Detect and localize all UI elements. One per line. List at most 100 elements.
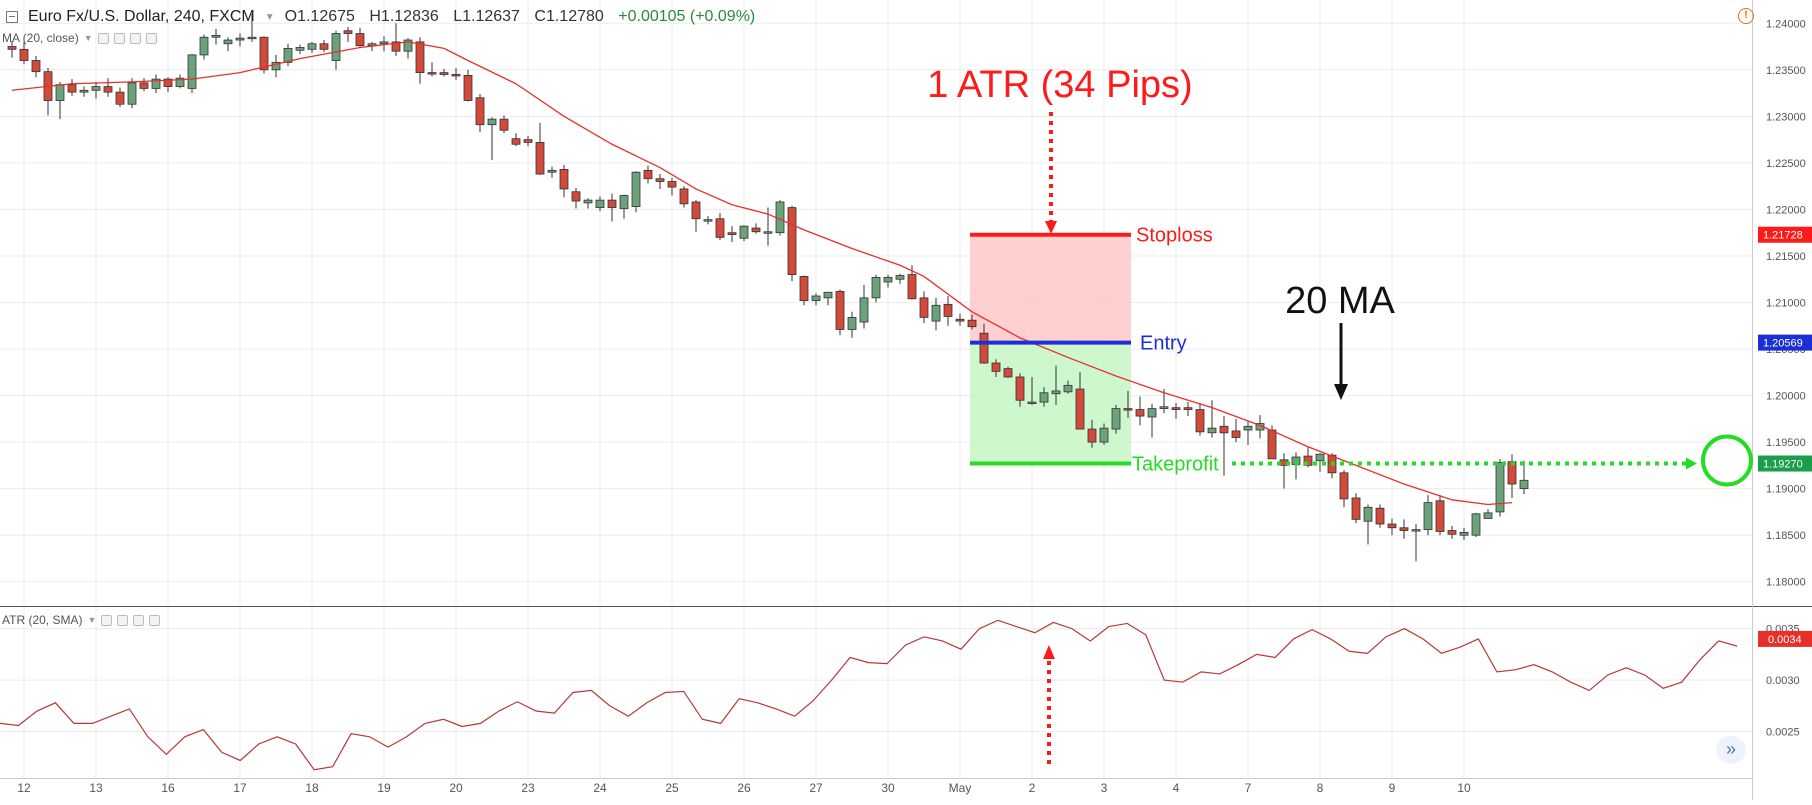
- x-tick-label: 8: [1317, 781, 1324, 795]
- low-value: L1.12637: [453, 8, 520, 25]
- warning-icon[interactable]: !: [1738, 8, 1754, 24]
- candle-up: [403, 39, 413, 52]
- arrow-right-icon: [1686, 457, 1697, 470]
- candle-up: [811, 295, 821, 302]
- candle-down: [67, 84, 77, 93]
- candle-down: [427, 72, 437, 75]
- symbol-title[interactable]: Euro Fx/U.S. Dollar, 240, FXCM: [28, 8, 255, 25]
- x-tick-label: 10: [1457, 781, 1471, 795]
- y-tick-label: 1.24000: [1766, 18, 1806, 30]
- atr-annotation-title: 1 ATR (34 Pips): [927, 64, 1192, 106]
- x-tick-label: 25: [665, 781, 679, 795]
- candle-up: [631, 171, 641, 208]
- y-tick-label: 1.23500: [1766, 65, 1806, 77]
- candle-down: [1075, 388, 1085, 430]
- candle-up: [859, 297, 869, 323]
- chevron-down-icon[interactable]: ▼: [264, 11, 275, 23]
- candle-up: [1063, 384, 1073, 393]
- candle-down: [751, 227, 761, 233]
- candle-down: [643, 169, 653, 180]
- y-tick-label: 1.22500: [1766, 158, 1806, 170]
- candle-down: [1123, 408, 1133, 411]
- x-tick-label: 12: [17, 781, 31, 795]
- eye-icon[interactable]: [97, 32, 109, 44]
- arrow-up-icon: [1043, 645, 1055, 659]
- candle-up: [295, 47, 305, 51]
- plus-icon[interactable]: [129, 32, 141, 44]
- x-tick-label: 13: [89, 781, 103, 795]
- x-tick-label: 16: [161, 781, 175, 795]
- atr-value-badge-label: 0.0034: [1768, 634, 1802, 646]
- candle-up: [883, 276, 893, 283]
- candle-up: [763, 231, 773, 234]
- candle-up: [235, 37, 245, 41]
- candle-up: [871, 276, 881, 299]
- atr-indicator-label[interactable]: ATR (20, SMA): [2, 613, 83, 627]
- plus-icon[interactable]: [133, 614, 145, 626]
- gear-icon[interactable]: [113, 32, 125, 44]
- entry-label: Entry: [1140, 333, 1187, 355]
- candle-down: [907, 274, 917, 300]
- collapse-icon[interactable]: [6, 11, 18, 23]
- x-tick-label: 20: [449, 781, 463, 795]
- candle-up: [775, 201, 785, 234]
- change-value: +0.00105 (+0.09%): [618, 8, 756, 25]
- candle-down: [607, 199, 617, 208]
- highlight-circle: [1701, 434, 1753, 487]
- candle-up: [547, 169, 557, 173]
- x-tick-label: 17: [233, 781, 247, 795]
- candle-down: [31, 60, 41, 73]
- candle-up: [223, 39, 233, 45]
- x-tick-label: 3: [1101, 781, 1108, 795]
- candle-down: [967, 319, 977, 328]
- candle-down: [319, 43, 329, 50]
- price-axis-badge-label: 1.21728: [1763, 230, 1803, 242]
- candle-up: [1099, 427, 1109, 443]
- x-tick-label: 2: [1029, 781, 1036, 795]
- candle-down: [355, 33, 365, 47]
- x-tick-label: 23: [521, 781, 535, 795]
- candle-down: [1375, 507, 1385, 525]
- candle-down: [535, 142, 545, 175]
- candle-up: [1027, 401, 1037, 404]
- x-tick-label: May: [949, 781, 972, 795]
- ma-indicator-label[interactable]: MA (20, close): [2, 31, 79, 45]
- candle-down: [439, 72, 449, 75]
- candle-down: [1435, 500, 1445, 532]
- ma-annotation-label: 20 MA: [1285, 280, 1395, 322]
- candle-down: [1231, 430, 1241, 438]
- candle-up: [211, 34, 221, 38]
- y-tick-label: 1.21000: [1766, 298, 1806, 310]
- atr-y-tick-label: 0.0030: [1766, 675, 1800, 687]
- candle-down: [1219, 425, 1229, 434]
- close-icon[interactable]: [149, 614, 161, 626]
- close-value: C1.12780: [534, 8, 604, 25]
- candle-up: [739, 225, 749, 239]
- chevron-down-icon[interactable]: ▼: [83, 33, 93, 43]
- stoploss-label: Stoploss: [1136, 225, 1213, 247]
- candle-up: [487, 118, 497, 126]
- candle-down: [1399, 527, 1409, 531]
- chevron-down-icon[interactable]: ▼: [87, 615, 97, 625]
- gear-icon[interactable]: [117, 614, 129, 626]
- close-icon[interactable]: [145, 32, 157, 44]
- candle-down: [475, 97, 485, 126]
- candle-up: [271, 61, 281, 71]
- candle-down: [655, 178, 665, 182]
- candle-down: [799, 276, 809, 302]
- candle-down: [1015, 376, 1025, 401]
- reward-zone: [970, 342, 1131, 464]
- x-tick-label: 4: [1173, 781, 1180, 795]
- candle-down: [1339, 472, 1349, 500]
- candle-up: [1051, 390, 1061, 395]
- price-axis-badge: [1758, 226, 1812, 243]
- candle-up: [127, 82, 137, 105]
- scroll-to-realtime-icon[interactable]: »: [1716, 736, 1746, 764]
- candle-down: [391, 41, 401, 52]
- candle-up: [1159, 406, 1169, 410]
- candle-up: [1519, 479, 1529, 490]
- candle-down: [1195, 409, 1205, 433]
- eye-icon[interactable]: [101, 614, 113, 626]
